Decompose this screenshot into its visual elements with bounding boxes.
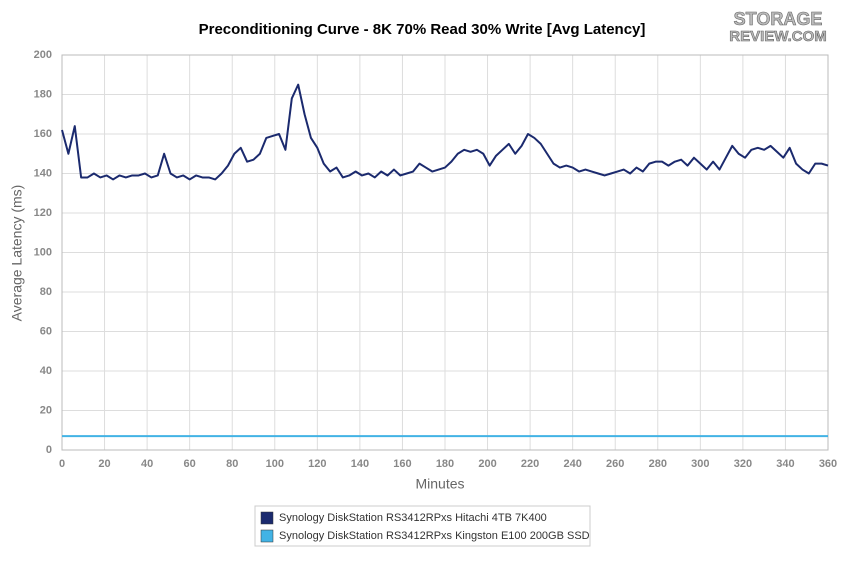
legend bbox=[254, 505, 591, 547]
legend-swatch bbox=[260, 511, 274, 525]
y-tick-label: 120 bbox=[34, 207, 52, 219]
y-tick-label: 60 bbox=[40, 325, 52, 337]
logo: REVIEW.COM bbox=[729, 28, 827, 45]
x-tick-label: 360 bbox=[819, 458, 837, 470]
y-tick-label: 40 bbox=[40, 365, 52, 377]
x-tick-label: 120 bbox=[308, 458, 326, 470]
x-tick-label: 240 bbox=[563, 458, 581, 470]
legend-label: Synology DiskStation RS3412RPxs Kingston… bbox=[279, 530, 590, 542]
x-tick-label: 220 bbox=[521, 458, 539, 470]
x-tick-label: 20 bbox=[98, 458, 110, 470]
x-tick-label: 180 bbox=[436, 458, 454, 470]
x-tick-label: 340 bbox=[776, 458, 794, 470]
y-tick-label: 200 bbox=[34, 49, 52, 61]
y-tick-label: 20 bbox=[40, 404, 52, 416]
x-tick-label: 140 bbox=[351, 458, 369, 470]
x-tick-label: 200 bbox=[478, 458, 496, 470]
x-tick-label: 80 bbox=[226, 458, 238, 470]
x-tick-label: 60 bbox=[184, 458, 196, 470]
chart-title: Preconditioning Curve - 8K 70% Read 30% … bbox=[199, 21, 646, 38]
series-line bbox=[61, 83, 829, 181]
x-tick-label: 100 bbox=[266, 458, 284, 470]
y-tick-label: 100 bbox=[34, 246, 52, 258]
y-tick-label: 0 bbox=[46, 444, 52, 456]
x-tick-label: 0 bbox=[59, 458, 65, 470]
y-axis-label: Average Latency (ms) bbox=[9, 185, 25, 322]
x-tick-label: 280 bbox=[649, 458, 667, 470]
y-tick-label: 160 bbox=[34, 128, 52, 140]
logo: STORAGE bbox=[734, 9, 823, 29]
y-tick-label: 140 bbox=[34, 167, 52, 179]
x-tick-label: 320 bbox=[734, 458, 752, 470]
x-tick-label: 160 bbox=[393, 458, 411, 470]
y-tick-label: 180 bbox=[34, 88, 52, 100]
x-tick-label: 260 bbox=[606, 458, 624, 470]
y-tick-label: 80 bbox=[40, 286, 52, 298]
x-tick-label: 40 bbox=[141, 458, 153, 470]
x-tick-label: 300 bbox=[691, 458, 709, 470]
x-axis-label: Minutes bbox=[415, 476, 464, 492]
legend-label: Synology DiskStation RS3412RPxs Hitachi … bbox=[279, 512, 547, 524]
legend-swatch bbox=[260, 529, 274, 543]
plot-border bbox=[61, 54, 829, 451]
